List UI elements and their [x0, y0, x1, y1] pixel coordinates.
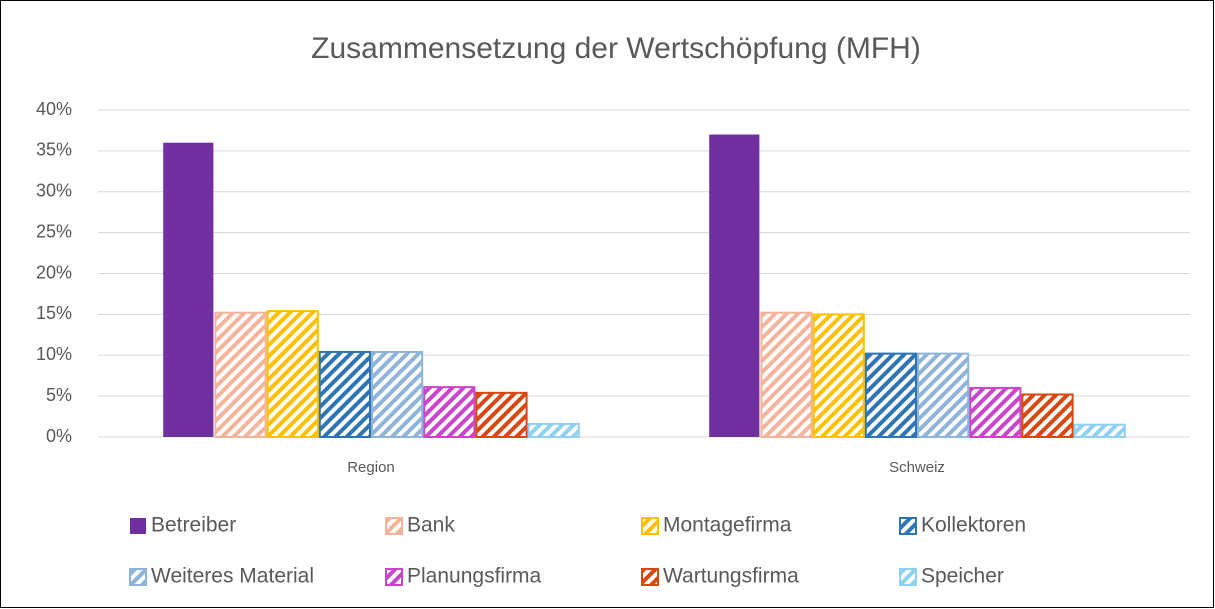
legend-label: Wartungsfirma — [663, 565, 799, 588]
legend-label: Betreiber — [151, 514, 236, 537]
bar — [266, 310, 319, 439]
y-tick-label: 5% — [46, 385, 72, 405]
legend-label: Montagefirma — [663, 514, 792, 537]
bar — [163, 142, 214, 437]
legend-label: Bank — [407, 514, 455, 537]
bar — [1021, 393, 1074, 438]
legend-swatch — [129, 568, 147, 586]
bar — [423, 386, 476, 439]
x-tick-label: Region — [347, 459, 395, 476]
y-tick-label: 35% — [36, 140, 72, 160]
legend-swatch — [385, 568, 403, 586]
y-tick-label: 20% — [36, 262, 72, 282]
legend-swatch — [899, 568, 917, 586]
bar — [371, 350, 424, 439]
x-tick-label: Schweiz — [889, 459, 945, 476]
bar — [812, 313, 865, 438]
legend-label: Kollektoren — [921, 514, 1026, 537]
bar — [760, 311, 813, 438]
legend-swatch — [641, 517, 659, 535]
legend-swatch — [899, 517, 917, 535]
bar — [527, 422, 580, 439]
legend-swatch — [385, 517, 403, 535]
bar — [969, 386, 1022, 439]
y-tick-label: 0% — [46, 426, 72, 446]
bar — [318, 350, 371, 439]
chart-title: Zusammensetzung der Wertschöpfung (MFH) — [311, 32, 921, 65]
bar — [1073, 423, 1126, 438]
y-tick-label: 40% — [36, 99, 72, 119]
legend-label: Weiteres Material — [151, 565, 314, 588]
bar — [864, 352, 917, 438]
bar — [709, 134, 760, 437]
bar — [214, 311, 267, 438]
legend-label: Planungsfirma — [407, 565, 542, 588]
bar — [475, 391, 528, 439]
y-tick-label: 30% — [36, 181, 72, 201]
y-tick-label: 25% — [36, 221, 72, 241]
bar — [917, 352, 970, 438]
y-tick-label: 15% — [36, 303, 72, 323]
legend-swatch — [641, 568, 659, 586]
y-tick-label: 10% — [36, 344, 72, 364]
legend-label: Speicher — [921, 565, 1004, 588]
legend-swatch — [130, 518, 146, 534]
